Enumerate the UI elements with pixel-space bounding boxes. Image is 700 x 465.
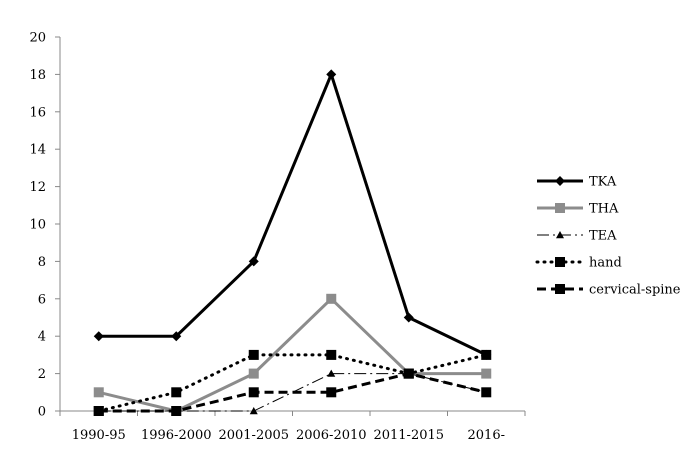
data-point bbox=[93, 331, 104, 342]
data-point bbox=[327, 369, 336, 377]
data-point bbox=[403, 312, 414, 323]
y-tick-label: 12 bbox=[29, 180, 46, 195]
x-tick-label: 1990-95 bbox=[72, 428, 126, 443]
legend-marker bbox=[555, 176, 565, 186]
data-point bbox=[171, 331, 182, 342]
x-tick-label: 2011-2015 bbox=[373, 428, 444, 443]
data-point bbox=[481, 387, 492, 398]
data-point bbox=[248, 349, 259, 360]
series-line bbox=[98, 70, 487, 357]
data-point bbox=[326, 387, 337, 398]
data-point bbox=[248, 256, 259, 267]
data-point bbox=[326, 349, 337, 360]
legend-marker bbox=[555, 257, 565, 267]
data-point bbox=[248, 368, 259, 379]
data-point bbox=[326, 293, 337, 304]
y-tick-label: 10 bbox=[29, 218, 46, 233]
data-point bbox=[481, 349, 492, 360]
legend-label: hand bbox=[589, 256, 622, 271]
data-point bbox=[249, 407, 258, 415]
data-point bbox=[93, 387, 104, 398]
data-point bbox=[326, 69, 337, 80]
y-tick-label: 8 bbox=[38, 255, 46, 270]
y-tick-label: 0 bbox=[38, 405, 46, 420]
legend-marker bbox=[555, 203, 565, 213]
data-point bbox=[93, 406, 104, 416]
legend-label: THA bbox=[589, 202, 619, 217]
y-tick-label: 18 bbox=[29, 68, 46, 83]
x-tick-label: 2016- bbox=[468, 428, 505, 443]
legend-item: TEA bbox=[537, 229, 617, 244]
y-tick-label: 14 bbox=[29, 143, 46, 158]
series-line bbox=[98, 372, 487, 413]
data-point bbox=[481, 368, 492, 379]
y-tick-label: 6 bbox=[38, 292, 46, 307]
chart-axes: 0 2 4 6 8 10 12 14 16 18 20 1990-95 1996-2000 2001-20… bbox=[29, 31, 526, 443]
legend-item: TKA bbox=[537, 175, 617, 190]
data-point bbox=[171, 387, 182, 398]
chart-legend: TKA THA TEA hand cervical-spine bbox=[535, 175, 681, 298]
data-point bbox=[403, 368, 414, 379]
series-line bbox=[98, 296, 487, 413]
series-layer bbox=[93, 69, 492, 416]
series-line bbox=[97, 353, 488, 413]
y-tick-label: 20 bbox=[29, 31, 46, 46]
data-point bbox=[248, 387, 259, 398]
legend-marker bbox=[556, 231, 564, 239]
x-tick-label: 2006-2010 bbox=[296, 428, 367, 443]
series-tka bbox=[93, 69, 492, 360]
data-point bbox=[171, 406, 182, 416]
legend-item: cervical-spine bbox=[537, 283, 681, 298]
series-tea bbox=[94, 369, 491, 415]
legend-label: TEA bbox=[589, 229, 617, 244]
y-tick-label: 2 bbox=[38, 367, 46, 382]
legend-label: TKA bbox=[589, 175, 617, 190]
legend-item: hand bbox=[535, 256, 622, 271]
y-tick-label: 16 bbox=[29, 105, 46, 120]
y-tick-label: 4 bbox=[38, 330, 46, 345]
legend-item: THA bbox=[537, 202, 619, 217]
x-tick-label: 2001-2005 bbox=[218, 428, 289, 443]
series-cervical-spine bbox=[93, 368, 492, 416]
legend-label: cervical-spine bbox=[589, 283, 681, 298]
legend-marker bbox=[555, 284, 565, 294]
x-tick-label: 1996-2000 bbox=[141, 428, 212, 443]
